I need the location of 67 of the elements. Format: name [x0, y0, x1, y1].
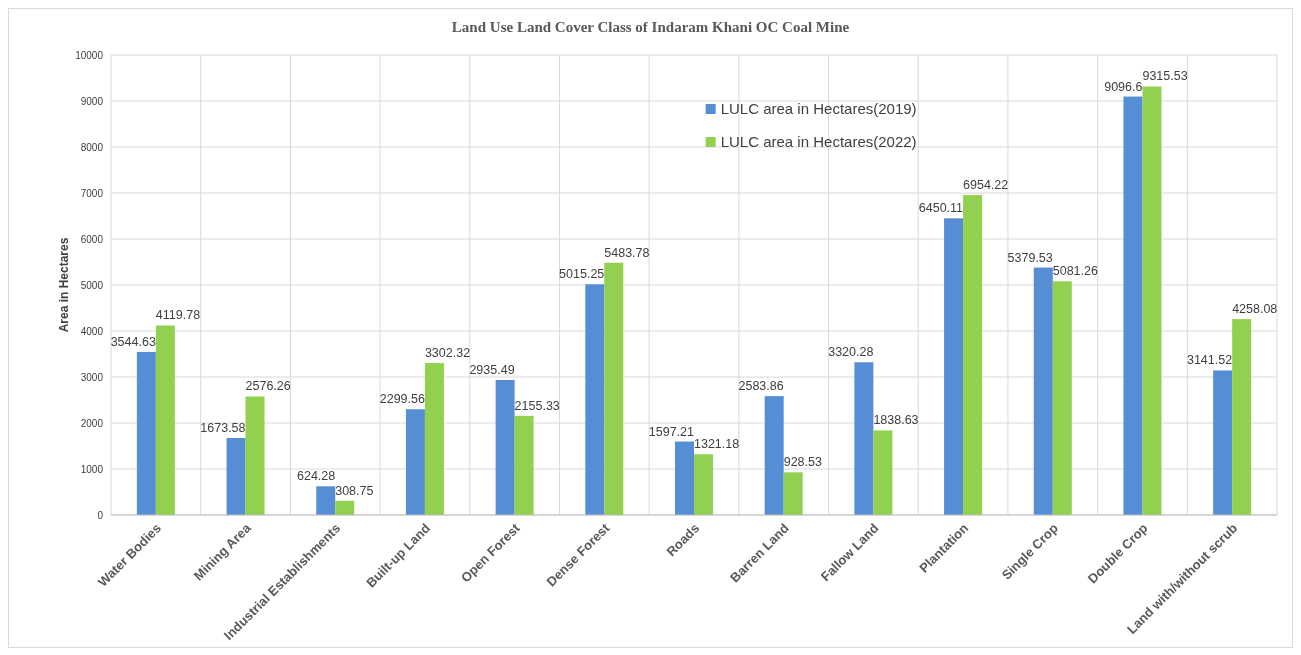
- data-label: 3544.63: [110, 334, 156, 349]
- data-label: 2299.56: [379, 392, 425, 407]
- data-label: 9315.53: [1142, 69, 1188, 84]
- data-label: 4119.78: [155, 308, 201, 323]
- y-tick-label: 1000: [80, 463, 104, 475]
- bar: [1033, 267, 1053, 515]
- bar: [783, 472, 803, 515]
- y-tick-label: 5000: [80, 279, 104, 291]
- bar: [1142, 86, 1162, 515]
- bar: [944, 218, 964, 515]
- data-label: 2583.86: [738, 379, 784, 394]
- y-tick-label: 10000: [75, 49, 104, 61]
- y-tick-label: 2000: [80, 417, 104, 429]
- legend-label: LULC area in Hectares(2019): [720, 100, 917, 117]
- data-label: 6450.11: [918, 201, 964, 216]
- bar: [514, 415, 534, 515]
- bar: [136, 351, 156, 515]
- data-label: 3302.32: [424, 346, 471, 361]
- bar: [226, 438, 246, 515]
- data-label: 3141.52: [1186, 353, 1233, 368]
- bar: [854, 362, 874, 515]
- data-label: 1597.21: [648, 424, 695, 439]
- bar: [335, 500, 355, 515]
- data-label: 9096.6: [1104, 79, 1143, 94]
- data-label: 6954.22: [963, 178, 1009, 193]
- data-label: 3320.28: [828, 345, 874, 360]
- y-tick-label: 3000: [80, 371, 104, 383]
- y-tick-label: 4000: [80, 325, 104, 337]
- data-label: 5483.78: [604, 245, 650, 260]
- bar: [405, 409, 425, 515]
- chart-title: Land Use Land Cover Class of Indaram Khani OC Coal Mine: [451, 19, 850, 35]
- bar: [1213, 370, 1233, 515]
- data-label: 624.28: [297, 469, 336, 484]
- data-label: 308.75: [335, 483, 374, 498]
- bar: [1052, 281, 1072, 515]
- data-label: 928.53: [783, 455, 822, 470]
- bar: [316, 486, 336, 515]
- data-label: 1321.18: [694, 437, 740, 452]
- bar: [963, 195, 983, 515]
- bar: [424, 363, 444, 515]
- bar: [155, 325, 175, 515]
- bar: [694, 454, 713, 515]
- data-label: 5015.25: [559, 267, 605, 282]
- bar: [675, 441, 694, 515]
- bar: [1232, 319, 1252, 515]
- bar: [764, 396, 784, 515]
- data-label: 1838.63: [873, 413, 919, 428]
- data-label: 5081.26: [1052, 264, 1098, 279]
- bar: [1123, 96, 1143, 515]
- data-label: 2155.33: [514, 398, 560, 413]
- bar: [495, 379, 515, 515]
- bar: [873, 430, 893, 515]
- y-tick-label: 6000: [80, 233, 104, 245]
- bar: [604, 262, 624, 515]
- y-tick-label: 0: [97, 509, 104, 521]
- y-tick-label: 9000: [80, 95, 104, 107]
- data-label: 1673.58: [200, 421, 246, 436]
- bar: [585, 284, 605, 515]
- y-axis-title: Area in Hectares: [57, 237, 71, 333]
- data-label: 5379.53: [1007, 250, 1053, 265]
- y-tick-label: 7000: [80, 187, 104, 199]
- bar: [245, 396, 265, 515]
- data-label: 2576.26: [245, 379, 291, 394]
- data-label: 4258.08: [1232, 302, 1278, 317]
- data-label: 2935.49: [469, 362, 515, 377]
- legend-label: LULC area in Hectares(2022): [720, 133, 917, 150]
- y-tick-label: 8000: [80, 141, 104, 153]
